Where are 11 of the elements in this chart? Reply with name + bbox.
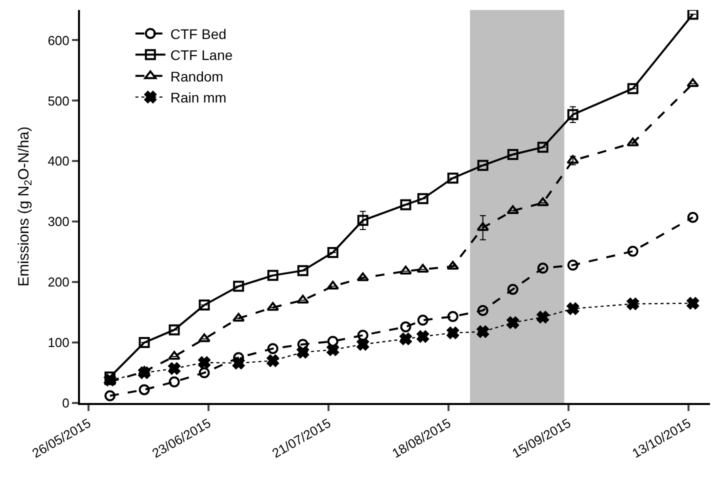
y-tick-label: 300 xyxy=(48,214,70,230)
y-tick-label: 200 xyxy=(48,274,70,290)
legend-label: Random xyxy=(170,68,224,84)
y-tick-label: 0 xyxy=(62,396,70,411)
y-tick-label: 600 xyxy=(48,32,70,48)
legend-label: CTF Bed xyxy=(170,26,226,42)
y-tick-label: 400 xyxy=(48,154,70,169)
legend-label: CTF Lane xyxy=(170,47,233,64)
legend-label: Rain mm xyxy=(170,90,226,106)
y-tick-label: 100 xyxy=(48,335,70,350)
y-tick-label: 500 xyxy=(48,93,70,108)
